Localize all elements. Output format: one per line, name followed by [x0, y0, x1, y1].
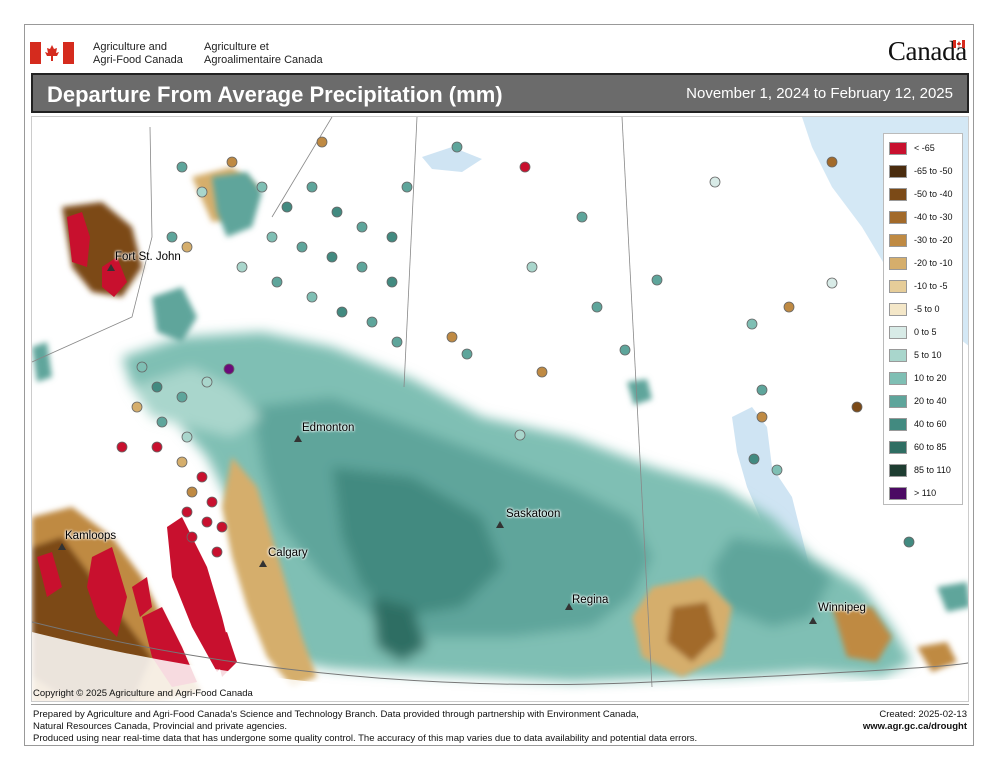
- map-legend: < -65 -65 to -50 -50 to -40 -40 to -30 -…: [883, 133, 963, 505]
- legend-swatch: [889, 372, 907, 385]
- legend-swatch: [889, 142, 907, 155]
- city-label-edmonton: Edmonton: [302, 422, 355, 434]
- legend-label: 20 to 40: [914, 396, 947, 406]
- copyright-notice: Copyright © 2025 Agriculture and Agri-Fo…: [33, 688, 253, 699]
- created-date: Created: 2025-02-13: [879, 709, 967, 720]
- legend-label: -10 to -5: [914, 281, 948, 291]
- legend-swatch: [889, 418, 907, 431]
- us-border: [32, 621, 968, 685]
- city-label-kamloops: Kamloops: [65, 530, 117, 542]
- legend-swatch: [889, 441, 907, 454]
- legend-label: -20 to -10: [914, 258, 953, 268]
- wordmark-flag-icon: [953, 40, 965, 48]
- legend-swatch: [889, 280, 907, 293]
- lake-athabasca: [422, 147, 482, 172]
- date-range: November 1, 2024 to February 12, 2025: [686, 85, 953, 102]
- title-bar: Departure From Average Precipitation (mm…: [31, 73, 969, 113]
- legend-label: > 110: [914, 488, 937, 498]
- legend-swatch: [889, 211, 907, 224]
- legend-label: 85 to 110: [914, 465, 951, 475]
- precipitation-map[interactable]: Fort St. John Edmonton Kamloops Calgary …: [31, 116, 969, 702]
- legend-swatch: [889, 395, 907, 408]
- canada-flag-icon: [30, 42, 74, 64]
- legend-label: 40 to 60: [914, 419, 947, 429]
- footer-divider: [31, 704, 969, 705]
- footer-line-1: Prepared by Agriculture and Agri-Food Ca…: [33, 709, 639, 720]
- legend-label: < -65: [914, 143, 935, 153]
- severe-deficit-areas: [37, 212, 237, 687]
- legend-swatch: [889, 257, 907, 270]
- city-markers: [58, 264, 817, 624]
- city-label-winnipeg: Winnipeg: [818, 602, 866, 614]
- map-title: Departure From Average Precipitation (mm…: [47, 82, 503, 107]
- map-canvas: [32, 117, 968, 701]
- legend-swatch: [889, 349, 907, 362]
- legend-label: -65 to -50: [914, 166, 953, 176]
- department-name-french: Agriculture et Agroalimentaire Canada: [204, 41, 323, 66]
- legend-label: -40 to -30: [914, 212, 953, 222]
- station-dots: [116, 136, 915, 558]
- footer-line-3: Produced using near real-time data that …: [33, 733, 698, 744]
- legend-label: -30 to -20: [914, 235, 953, 245]
- city-label-saskatoon: Saskatoon: [506, 508, 561, 520]
- source-url[interactable]: www.agr.gc.ca/drought: [862, 721, 967, 732]
- legend-label: -50 to -40: [914, 189, 953, 199]
- province-boundaries: [32, 117, 653, 688]
- legend-swatch: [889, 234, 907, 247]
- legend-label: 60 to 85: [914, 442, 947, 452]
- department-name-english: Agriculture and Agri-Food Canada: [93, 41, 183, 66]
- legend-swatch: [889, 165, 907, 178]
- city-label-fort-st-john: Fort St. John: [115, 251, 181, 263]
- legend-swatch: [889, 303, 907, 316]
- city-label-regina: Regina: [572, 594, 609, 606]
- footer-credits: Prepared by Agriculture and Agri-Food Ca…: [33, 709, 753, 745]
- legend-label: 0 to 5: [914, 327, 937, 337]
- legend-label: -5 to 0: [914, 304, 940, 314]
- city-label-calgary: Calgary: [268, 547, 308, 559]
- legend-swatch: [889, 326, 907, 339]
- footer-line-2: Natural Resources Canada, Provincial and…: [33, 721, 287, 732]
- legend-label: 10 to 20: [914, 373, 947, 383]
- legend-swatch: [889, 464, 907, 477]
- footer-meta: Created: 2025-02-13 www.agr.gc.ca/drough…: [863, 709, 967, 733]
- legend-swatch: [889, 188, 907, 201]
- canada-wordmark: Canada: [888, 36, 967, 67]
- legend-swatch: [889, 487, 907, 500]
- legend-label: 5 to 10: [914, 350, 942, 360]
